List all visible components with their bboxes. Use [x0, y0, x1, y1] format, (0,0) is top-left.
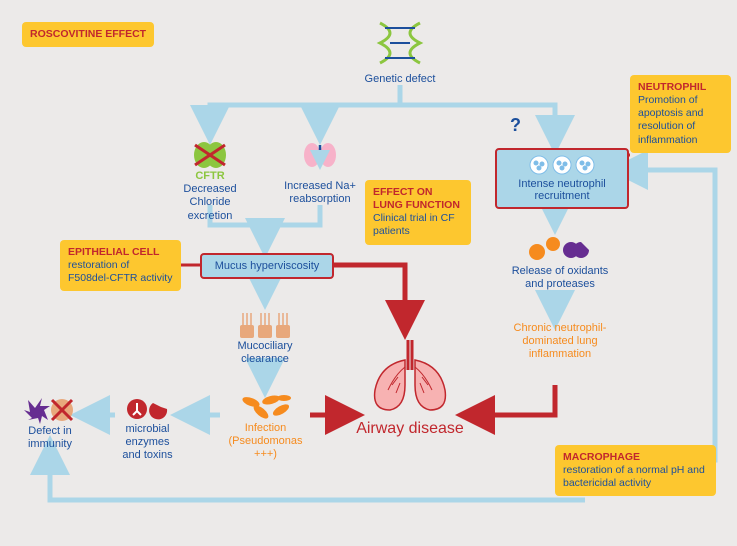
lung-function-box: EFFECT ON LUNG FUNCTION Clinical trial i… — [365, 180, 471, 245]
genetic-defect-node: Genetic defect — [360, 18, 440, 86]
roscovitine-effect-box: ROSCOVITINE EFFECT — [22, 22, 154, 47]
dna-icon — [360, 18, 440, 68]
neutrophil-box: NEUTROPHIL Promotion of apoptosis and re… — [630, 75, 731, 153]
neutrophil-box-text: Promotion of apoptosis and resolution of… — [638, 94, 703, 145]
na-node: Increased Na+ reabsorption — [280, 140, 360, 206]
immunity-icon — [20, 390, 80, 425]
macrophage-text: restoration of a normal pH and bacterici… — [563, 464, 705, 489]
microbial-label: microbial enzymes and toxins — [115, 423, 180, 463]
na-text: Increased Na+ reabsorption — [280, 180, 360, 206]
cftr-icon — [190, 140, 230, 170]
macrophage-title: MACROPHAGE — [563, 451, 708, 464]
mucociliary-label: Mucociliary clearance — [220, 340, 310, 366]
question-mark: ? — [510, 115, 521, 136]
epithelial-text: restoration of F508del-CFTR activity — [68, 259, 172, 284]
airway-disease-node: Airway disease — [355, 335, 465, 438]
epithelial-box: EPITHELIAL CELL restoration of F508del-C… — [60, 240, 181, 291]
genetic-defect-label: Genetic defect — [360, 73, 440, 86]
mucus-label: Mucus hyperviscosity — [215, 260, 320, 272]
immunity-node: Defect in immunity — [15, 390, 85, 451]
lungs-icon — [360, 335, 460, 415]
cftr-node: CFTR Decreased Chloride excretion — [170, 140, 250, 223]
neutrophil-box-title: NEUTROPHIL — [638, 81, 723, 94]
macrophage-box: MACROPHAGE restoration of a normal pH an… — [555, 445, 716, 496]
neutrophil-recruitment-label: Intense neutrophil recruitment — [518, 178, 605, 202]
airway-label: Airway disease — [355, 420, 465, 438]
infection-label: Infection (Pseudomonas +++) — [218, 422, 313, 462]
lung-function-text: Clinical trial in CF patients — [373, 212, 455, 237]
neutrophil-recruitment-box: Intense neutrophil recruitment — [495, 148, 629, 209]
release-node: Release of oxidants and proteases — [510, 230, 610, 291]
epithelial-title: EPITHELIAL CELL — [68, 246, 173, 259]
lung-function-title: EFFECT ON LUNG FUNCTION — [373, 186, 463, 212]
infection-node: Infection (Pseudomonas +++) — [218, 392, 313, 462]
immunity-label: Defect in immunity — [15, 425, 85, 451]
cftr-text: Decreased Chloride excretion — [170, 183, 250, 223]
cftr-title: CFTR — [170, 170, 250, 183]
mucus-box: Mucus hyperviscosity — [200, 253, 334, 279]
kidney-icon — [300, 140, 340, 170]
chronic-label: Chronic neutrophil-dominated lung inflam… — [505, 322, 615, 362]
chronic-node: Chronic neutrophil-dominated lung inflam… — [505, 322, 615, 362]
cilia-icon — [235, 305, 295, 340]
oxidants-icon — [525, 230, 595, 265]
enzyme-icon — [123, 395, 173, 423]
release-label: Release of oxidants and proteases — [510, 265, 610, 291]
roscovitine-title: ROSCOVITINE EFFECT — [30, 28, 146, 41]
bacteria-icon — [236, 392, 296, 422]
neutrophil-cells-icon — [527, 155, 597, 175]
mucociliary-node: Mucociliary clearance — [220, 305, 310, 366]
microbial-node: microbial enzymes and toxins — [115, 395, 180, 463]
